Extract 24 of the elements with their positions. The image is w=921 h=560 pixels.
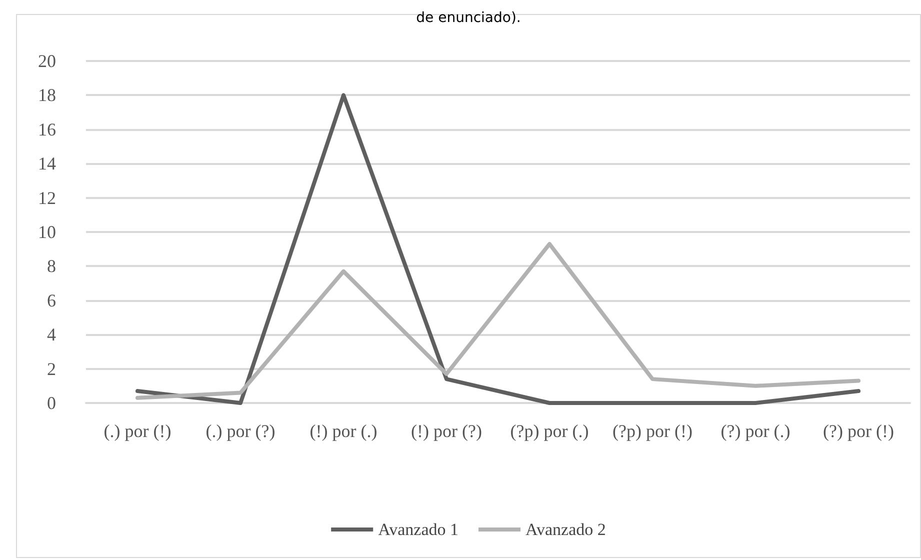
line-series	[136, 93, 860, 405]
legend-label: Avanzado 1	[378, 520, 459, 539]
x-tick-label: (!) por (?)	[411, 421, 482, 441]
x-tick-label: (?p) por (!)	[612, 421, 692, 441]
x-tick-label: (?) por (!)	[823, 421, 894, 441]
y-tick-label: 8	[47, 256, 56, 276]
y-tick-label: 16	[38, 119, 56, 140]
y-tick-label: 18	[38, 85, 56, 106]
legend-label: Avanzado 2	[526, 520, 606, 539]
y-tick-label: 14	[38, 154, 56, 174]
line-series	[136, 242, 860, 400]
x-tick-label: (?) por (.)	[720, 421, 790, 441]
x-tick-label: (.) por (!)	[104, 421, 172, 441]
y-tick-label: 2	[47, 358, 56, 379]
y-tick-label: 6	[47, 290, 56, 310]
y-tick-label: 10	[38, 222, 56, 242]
y-tick-label: 12	[38, 188, 56, 208]
y-tick-label: 4	[47, 324, 56, 345]
chart-title: de enunciado).	[416, 10, 521, 26]
x-tick-label: (.) por (?)	[206, 421, 276, 441]
x-tick-label: (?p) por (.)	[510, 421, 589, 441]
x-tick-label: (!) por (.)	[310, 421, 378, 441]
y-tick-label: 20	[38, 51, 56, 71]
y-tick-label: 0	[47, 393, 56, 413]
